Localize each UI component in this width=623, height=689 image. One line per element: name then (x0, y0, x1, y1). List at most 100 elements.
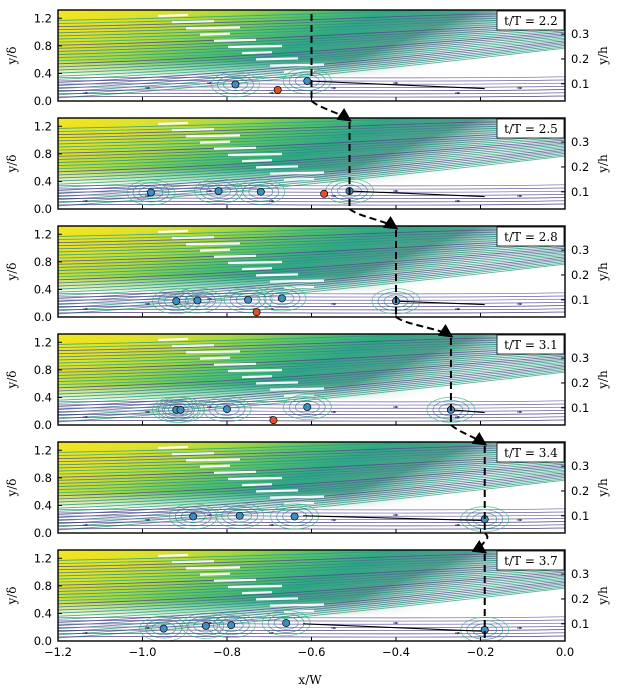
streamline (58, 468, 565, 506)
streamline (58, 257, 565, 302)
y-tick-label: 0.0 (34, 526, 52, 540)
time-label: t/T = 2.5 (496, 118, 565, 139)
streamline (58, 138, 565, 170)
y-tick-label-right: 0.1 (571, 77, 589, 91)
streamline-highlight (157, 229, 189, 234)
y-tick-label-right: 0.3 (571, 351, 589, 365)
wall-streamline (58, 184, 565, 187)
vortex-track-line (307, 80, 485, 90)
y-tick-label: 0.4 (34, 498, 52, 512)
streamline (58, 364, 565, 407)
panel-6: t/T = 3.7 0.0 0.4 0.8 1.2 y/δ 0.1 0.2 0.3 y/h −1.2… (5, 549, 610, 659)
y-axis-label-left: y/δ (5, 586, 19, 605)
wall-streamline (58, 410, 565, 412)
streamline (58, 550, 565, 561)
streamline-highlight (213, 254, 257, 258)
streamline (58, 141, 565, 176)
streamline (58, 367, 565, 414)
vortex-streamline (206, 184, 231, 198)
streamline-highlight (255, 57, 299, 61)
vortex-streamline (248, 185, 274, 199)
y-axis-label-left: y/δ (5, 46, 19, 65)
streamline (58, 352, 565, 383)
streamline (58, 144, 565, 182)
y-tick-label-right: 0.3 (571, 459, 589, 473)
vortex-track-line (395, 300, 485, 306)
wall-streamline (58, 200, 565, 203)
streamline (58, 463, 565, 497)
vortex-core-marker (189, 512, 198, 521)
vortex-core-marker (303, 403, 312, 412)
vortex-streamline (132, 182, 170, 203)
vortex-streamline (212, 615, 250, 635)
vortex-core-marker (159, 624, 168, 633)
streamline (58, 354, 565, 386)
y-tick-label: 0.0 (34, 94, 52, 108)
streamline-highlight (157, 445, 189, 450)
streamline-highlight (283, 69, 315, 73)
streamline (58, 355, 565, 389)
streamline-highlight (199, 248, 231, 252)
streamline-highlight (283, 285, 315, 289)
streamline-highlight (199, 464, 231, 468)
y-axis-label-right: y/h (596, 154, 610, 174)
streamline-highlight (171, 236, 215, 240)
vortex-core-marker (231, 80, 240, 89)
streamline (58, 580, 565, 623)
streamline-highlight (199, 356, 231, 360)
flow-field (58, 118, 565, 209)
streamline (58, 226, 565, 237)
streamline-highlight (227, 584, 283, 589)
streamline (58, 361, 565, 401)
vortex-streamline (269, 291, 295, 305)
vortex-streamline (288, 397, 326, 417)
y-axis-label-left: y/δ (5, 478, 19, 497)
y-axis-label-left: y/δ (5, 154, 19, 173)
wall-streamline (58, 79, 565, 82)
streamline-highlight (185, 458, 241, 462)
wall-streamline (58, 308, 565, 311)
streamline (58, 28, 565, 59)
streamline-highlight (269, 279, 325, 283)
y-tick-label: 0.8 (34, 363, 52, 377)
vortex-streamline (221, 506, 259, 526)
wall-streamline (58, 89, 565, 92)
vortex-streamline (139, 615, 188, 641)
streamline (58, 136, 565, 167)
streamline-highlight (241, 267, 273, 271)
vortex-streamline (145, 618, 182, 639)
time-label: t/T = 3.4 (496, 442, 565, 463)
vortex-streamline (217, 74, 254, 95)
panel-stack: t/T = 2.20.00.40.81.2y/δ0.10.20.3y/ht/T … (5, 9, 610, 659)
x-tick-label: −0.2 (467, 645, 495, 659)
streamline (58, 357, 565, 392)
vortex-streamline (138, 185, 164, 200)
y-tick-label-right: 0.1 (571, 509, 589, 523)
streamline (58, 30, 565, 62)
vortex-streamline (261, 610, 311, 637)
y-tick-label: 0.4 (34, 606, 52, 620)
y-tick-label: 0.4 (34, 66, 52, 80)
time-label-text: t/T = 3.1 (504, 338, 558, 352)
time-label-text: t/T = 2.8 (504, 230, 558, 244)
wall-streamline (58, 416, 565, 419)
y-axis-label-right: y/h (596, 478, 610, 498)
time-label-text: t/T = 2.5 (504, 122, 558, 136)
panel-5: t/T = 3.4 0.0 0.4 0.8 1.2 y/δ 0.1 0.2 0.3 y/h (5, 441, 610, 540)
streamline-highlight (185, 26, 241, 30)
time-label: t/T = 2.8 (496, 226, 565, 247)
counter-vortex-marker (269, 416, 278, 425)
y-tick-label-right: 0.3 (571, 135, 589, 149)
y-tick-label: 0.4 (34, 282, 52, 296)
y-tick-label: 0.0 (34, 418, 52, 432)
streamline (58, 27, 565, 55)
wall-streamline (58, 95, 565, 98)
streamline (58, 41, 565, 86)
vortex-streamline (163, 403, 189, 417)
vortex-streamline (263, 288, 301, 309)
streamline-highlight (255, 273, 299, 277)
streamline-highlight (185, 566, 241, 570)
wall-streamline (58, 632, 565, 635)
panel-2: t/T = 2.5 0.0 0.4 0.8 1.2 y/δ 0.1 0.2 0.3 y/h (5, 117, 610, 216)
streamline-highlight (213, 146, 257, 150)
